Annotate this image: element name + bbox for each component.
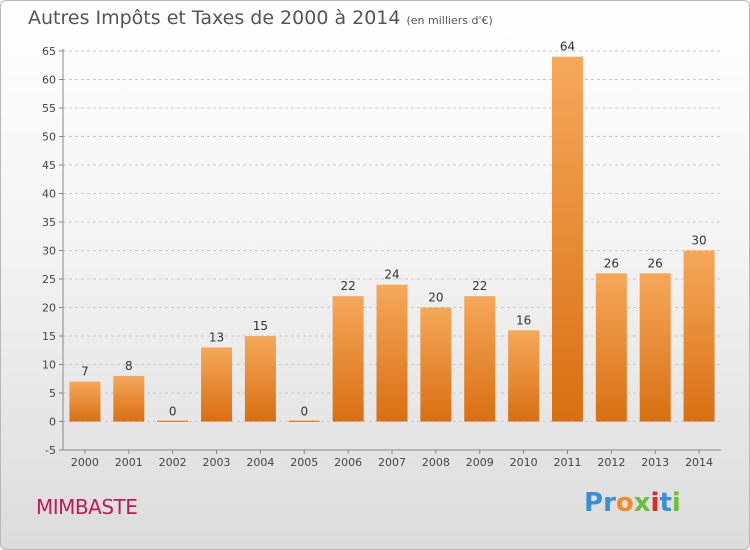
chart-title: Autres Impôts et Taxes de 2000 à 2014 (en… xyxy=(28,7,493,29)
x-tick-label: 2008 xyxy=(422,456,450,469)
y-tick-label: 20 xyxy=(42,302,56,315)
proxiti-logo: Proxiti xyxy=(584,488,681,518)
x-tick-label: 2011 xyxy=(553,456,581,469)
y-tick-label: 45 xyxy=(42,159,56,172)
data-label: 0 xyxy=(169,405,177,419)
bar xyxy=(332,296,364,422)
logo-letter: i xyxy=(650,488,660,518)
logo-letter: P xyxy=(584,488,604,518)
data-label: 13 xyxy=(209,330,224,344)
data-label: 30 xyxy=(691,234,706,248)
x-tick-label: 2005 xyxy=(290,456,318,469)
y-tick-label: 65 xyxy=(42,45,56,58)
chart-title-text: Autres Impôts et Taxes de 2000 à 2014 xyxy=(28,7,401,29)
y-tick-label: 50 xyxy=(42,131,56,144)
x-tick-label: 2007 xyxy=(378,456,406,469)
logo-letter: x xyxy=(633,488,651,518)
bars xyxy=(69,56,715,422)
y-tick-label: 15 xyxy=(42,330,56,343)
data-label: 26 xyxy=(648,256,663,270)
y-tick-label: 0 xyxy=(49,416,56,429)
y-tick-label: -5 xyxy=(45,444,56,457)
bar xyxy=(244,336,276,422)
y-tick-label: 40 xyxy=(42,188,56,201)
y-tick-label: 30 xyxy=(42,245,56,258)
commune-name: MIMBASTE xyxy=(36,495,138,519)
y-tick-label: 60 xyxy=(42,74,56,87)
logo-letter: t xyxy=(659,488,672,518)
y-tick-labels: -5 0 5 10 15 20 25 30 35 40 45 50 55 60 65 xyxy=(42,45,56,457)
logo-letter: o xyxy=(615,488,634,518)
bar xyxy=(464,296,496,422)
data-label: 16 xyxy=(516,313,531,327)
bar xyxy=(157,420,189,422)
bar xyxy=(420,307,452,422)
bar xyxy=(288,420,320,422)
x-tick-label: 2004 xyxy=(246,456,274,469)
y-tick-label: 5 xyxy=(49,387,56,400)
x-tick-label: 2013 xyxy=(641,456,669,469)
bar xyxy=(551,56,583,422)
data-labels: 7 8 0 13 15 0 22 24 20 22 16 64 26 26 30 xyxy=(81,40,707,419)
data-label: 20 xyxy=(428,291,443,305)
bar xyxy=(683,250,715,422)
data-label: 22 xyxy=(340,279,355,293)
axes xyxy=(59,49,721,454)
data-label: 26 xyxy=(604,256,619,270)
x-tick-label: 2000 xyxy=(71,456,99,469)
logo-letter: i xyxy=(671,488,681,518)
data-label: 7 xyxy=(81,365,89,379)
x-tick-labels: 2000 2001 2002 2003 2004 2005 2006 2007 2008 2009… xyxy=(71,456,713,469)
x-tick-label: 2012 xyxy=(597,456,625,469)
data-label: 8 xyxy=(125,359,133,373)
y-tick-label: 55 xyxy=(42,102,56,115)
bar xyxy=(508,330,540,422)
y-tick-label: 10 xyxy=(42,359,56,372)
x-tick-label: 2006 xyxy=(334,456,362,469)
bar xyxy=(113,375,145,422)
logo-letter: r xyxy=(603,488,616,518)
x-tick-label: 2014 xyxy=(685,456,713,469)
data-label: 22 xyxy=(472,279,487,293)
x-tick-label: 2010 xyxy=(510,456,538,469)
x-tick-label: 2002 xyxy=(159,456,187,469)
x-tick-label: 2009 xyxy=(466,456,494,469)
bar xyxy=(69,381,101,422)
chart-subtitle: (en milliers d'€) xyxy=(406,14,493,27)
data-label: 64 xyxy=(560,40,575,54)
y-tick-label: 25 xyxy=(42,273,56,286)
bar xyxy=(595,273,627,422)
y-tick-label: 35 xyxy=(42,216,56,229)
x-tick-label: 2003 xyxy=(203,456,231,469)
data-label: 24 xyxy=(384,268,399,282)
bar xyxy=(639,273,671,422)
data-label: 0 xyxy=(300,405,308,419)
data-label: 15 xyxy=(253,319,268,333)
x-tick-label: 2001 xyxy=(115,456,143,469)
bar xyxy=(376,284,408,422)
bar xyxy=(201,347,233,422)
